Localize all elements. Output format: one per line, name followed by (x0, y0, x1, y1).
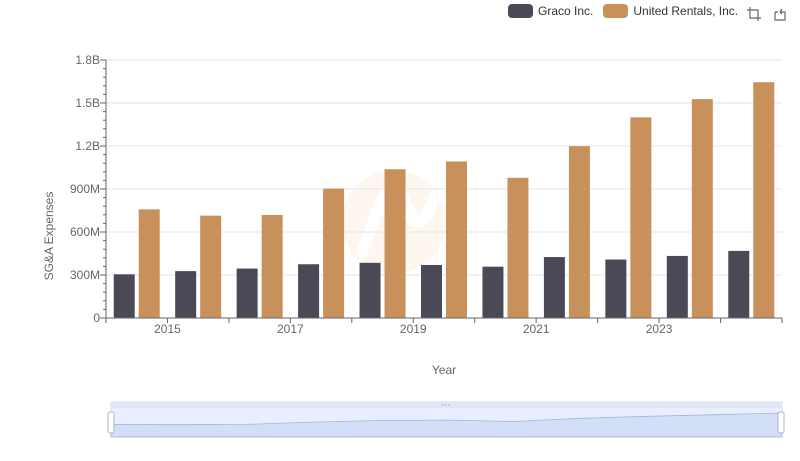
bar-graco-2020 (482, 266, 504, 318)
legend-swatch-united-rentals (603, 4, 629, 18)
zoom-slider-preview (110, 412, 783, 438)
bar-graco-2019 (421, 264, 442, 318)
bar-graco-2017 (298, 264, 320, 318)
zoom-slider-handle-right[interactable] (777, 411, 785, 434)
bar-united-rentals-2018 (384, 169, 406, 318)
bar-graco-2023 (666, 255, 688, 318)
bar-graco-2014 (113, 274, 135, 318)
y-tick-label: 1.5B (75, 96, 100, 110)
y-tick-label: 900M (70, 182, 100, 196)
bar-united-rentals-2023 (691, 99, 713, 318)
x-axis-title: Year (431, 363, 457, 377)
legend-label-graco: Graco Inc. (538, 4, 594, 18)
bar-graco-2016 (236, 268, 258, 318)
zoom-slider-window[interactable] (111, 408, 782, 437)
bar-united-rentals-2024 (753, 82, 775, 318)
zoom-icon[interactable] (746, 6, 762, 22)
x-tick-label: 2023 (646, 322, 673, 336)
x-axis: 2015 2017 2019 2021 2023 (105, 317, 783, 336)
x-tick-label: 2019 (400, 322, 427, 336)
zoom-slider-handle-left[interactable] (107, 411, 115, 434)
y-tick-label: 1.2B (75, 139, 100, 153)
y-tick-label: 300M (70, 268, 100, 282)
toolbox (746, 6, 788, 22)
bar-united-rentals-2014 (138, 209, 160, 318)
bar-graco-2021 (543, 257, 565, 318)
y-axis: 0 300M 600M 900M 1.2B 1.5B 1.8B (70, 53, 107, 325)
bar-graco-2018 (359, 262, 381, 318)
x-tick-label: 2017 (277, 322, 304, 336)
bar-graco-2024 (728, 250, 750, 318)
legend-label-united-rentals: United Rentals, Inc. (633, 4, 739, 18)
y-tick-label: 600M (70, 225, 100, 239)
x-tick-label: 2015 (154, 322, 181, 336)
bar-graco-2022 (605, 259, 627, 318)
bar-united-rentals-2015 (200, 215, 222, 318)
legend-item-graco[interactable]: Graco Inc. (508, 4, 593, 18)
legend-swatch-graco (508, 4, 533, 18)
x-tick-label: 2021 (523, 322, 550, 336)
bar-united-rentals-2020 (507, 177, 529, 318)
zoom-slider-top-bar[interactable] (111, 402, 782, 408)
legend: Graco Inc. United Rentals, Inc. (508, 4, 748, 18)
bar-united-rentals-2019 (446, 161, 467, 318)
bar-united-rentals-2022 (630, 117, 652, 318)
bar-united-rentals-2016 (261, 214, 283, 318)
bar-united-rentals-2017 (323, 188, 345, 318)
zoom-slider[interactable] (107, 401, 785, 438)
y-tick-label: 0 (93, 311, 100, 325)
y-tick-label: 1.8B (75, 53, 100, 67)
zoom-slider-grip-icon[interactable] (442, 404, 450, 406)
bar-graco-2015 (175, 271, 197, 318)
bar-united-rentals-2021 (568, 146, 590, 318)
legend-item-united-rentals[interactable]: United Rentals, Inc. (603, 4, 738, 18)
bars (113, 82, 775, 318)
restore-icon[interactable] (772, 6, 788, 22)
